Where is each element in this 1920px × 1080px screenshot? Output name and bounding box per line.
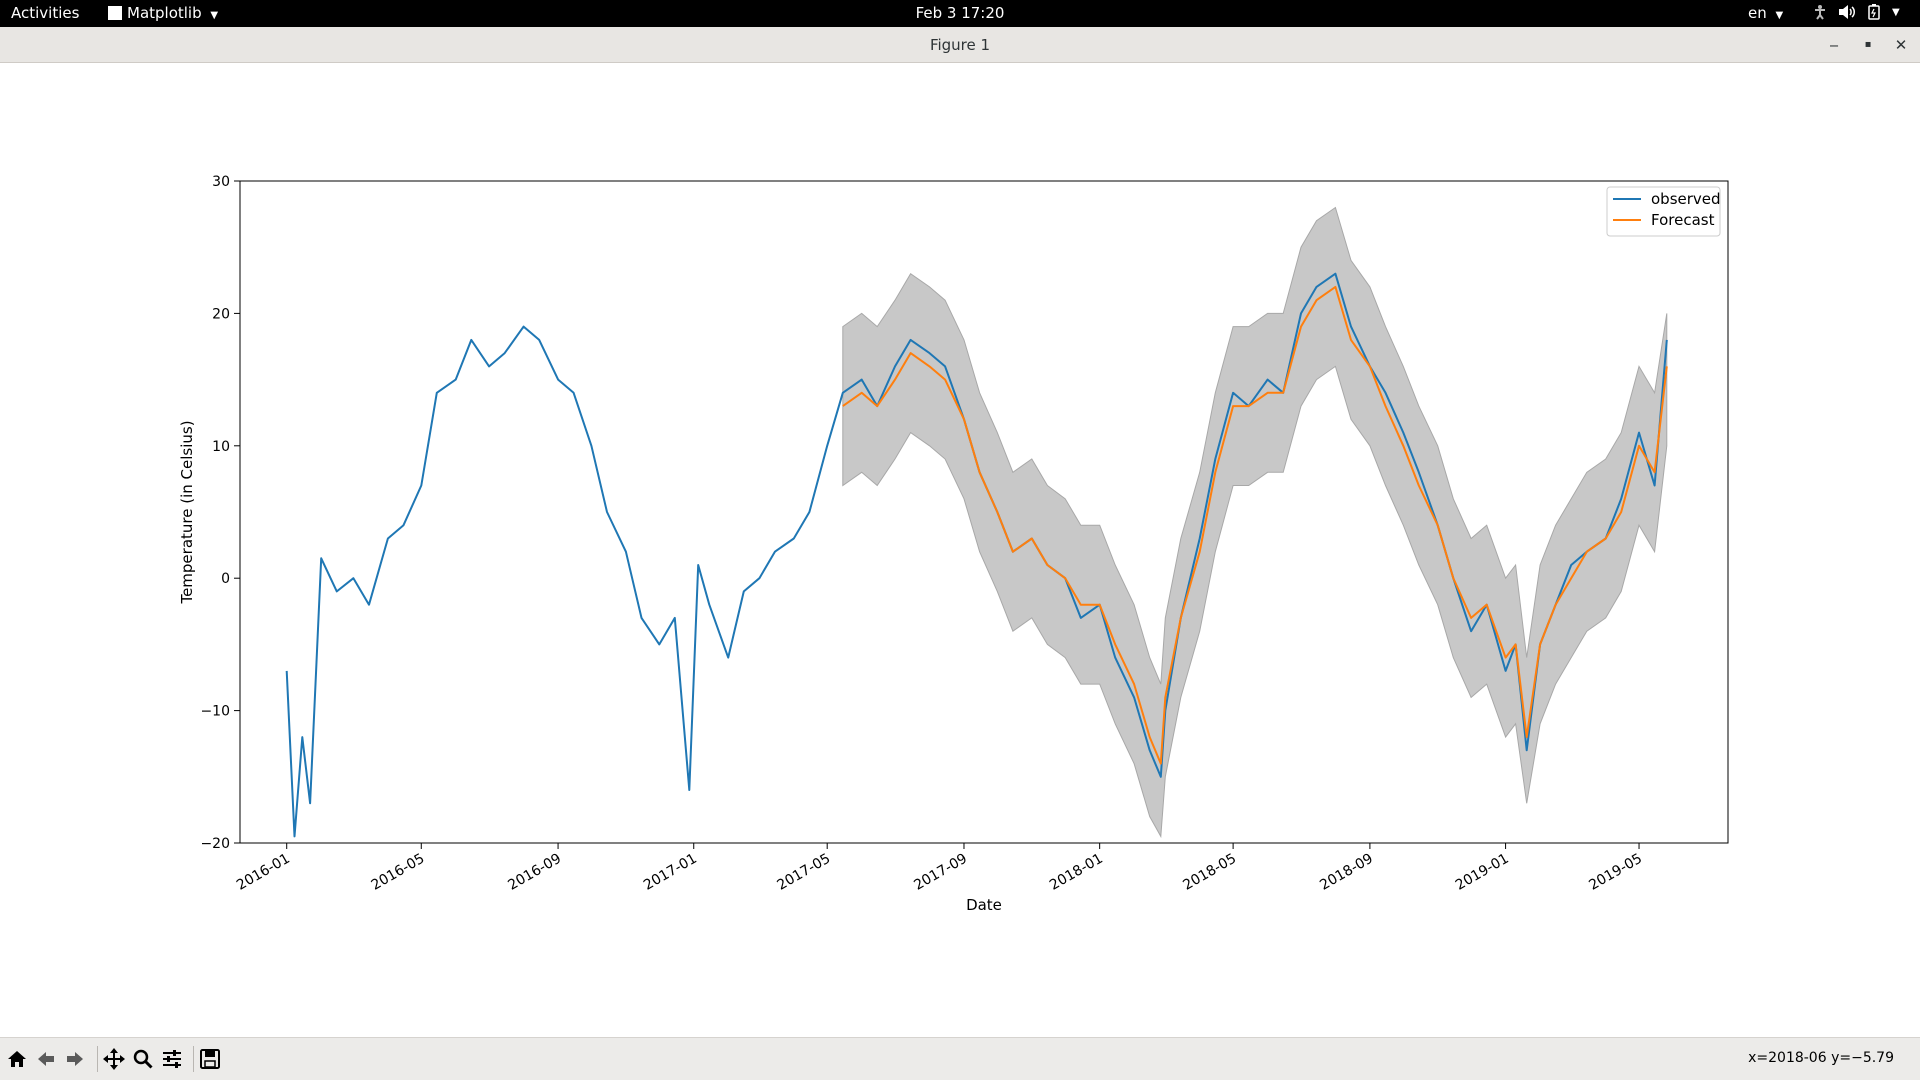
toolbar-separator <box>97 1046 98 1072</box>
cursor-coordinates: x=2018-06 y=−5.79 <box>1748 1050 1894 1066</box>
x-tick-label: 2018-01 <box>1047 851 1106 894</box>
legend-label-observed: observed <box>1651 190 1721 208</box>
pan-button[interactable] <box>100 1045 128 1073</box>
matplotlib-app-icon <box>108 6 122 20</box>
system-menu-chevron-icon[interactable]: ▼ <box>1892 7 1900 18</box>
clock: Feb 3 17:20 <box>915 4 1005 22</box>
home-button[interactable] <box>3 1045 31 1073</box>
chevron-down-icon: ▼ <box>210 10 219 21</box>
pan-icon <box>103 1048 125 1070</box>
forward-arrow-icon <box>67 1052 83 1066</box>
forward-button[interactable] <box>61 1045 89 1073</box>
x-tick-label: 2016-01 <box>234 851 293 894</box>
chevron-down-icon: ▼ <box>1775 10 1784 21</box>
language-label: en <box>1748 4 1767 22</box>
y-tick-label: −20 <box>200 836 230 852</box>
axes-frame <box>239 180 1729 844</box>
maximize-button[interactable]: ▪ <box>1864 39 1872 50</box>
configure-subplots-icon <box>163 1050 181 1068</box>
close-button[interactable]: ✕ <box>1894 36 1908 54</box>
activities-button[interactable]: Activities <box>11 4 80 22</box>
y-tick-label: 10 <box>212 439 230 455</box>
window-title: Figure 1 <box>929 36 991 54</box>
save-icon <box>200 1049 220 1069</box>
app-menu-label: Matplotlib <box>127 4 202 22</box>
x-tick-label: 2017-05 <box>775 851 834 894</box>
configure-subplots-button[interactable] <box>158 1045 186 1073</box>
forecast-confidence-band <box>842 206 1668 839</box>
battery-icon[interactable] <box>1868 4 1880 24</box>
toolbar-separator <box>193 1046 194 1072</box>
volume-icon[interactable] <box>1838 4 1856 24</box>
navigation-toolbar: x=2018-06 y=−5.79 <box>0 1037 1920 1080</box>
x-tick-label: 2019-01 <box>1453 851 1512 894</box>
x-tick-label: 2016-09 <box>505 851 564 894</box>
legend: observed Forecast <box>1606 186 1721 237</box>
zoom-button[interactable] <box>129 1045 157 1073</box>
series-line-forecast <box>842 285 1668 765</box>
x-tick-label: 2017-09 <box>911 851 970 894</box>
chart: −20 −10 0 10 20 30 2016-01 2016-05 2016-09 2017-… <box>178 174 1729 914</box>
back-button[interactable] <box>32 1045 60 1073</box>
language-menu[interactable]: en ▼ <box>1748 4 1783 22</box>
y-tick-label: −10 <box>200 704 230 720</box>
legend-label-forecast: Forecast <box>1651 211 1715 229</box>
figure-canvas[interactable]: −20 −10 0 10 20 30 2016-01 2016-05 2016-09 2017-… <box>0 63 1920 1037</box>
x-tick-label: 2019-05 <box>1586 851 1645 894</box>
x-axis-label: Date <box>966 896 1002 914</box>
x-tick-label: 2018-05 <box>1180 851 1239 894</box>
app-menu[interactable]: Matplotlib ▼ <box>108 4 218 22</box>
save-button[interactable] <box>196 1045 224 1073</box>
top-bar: Activities Matplotlib ▼ Feb 3 17:20 en ▼… <box>0 0 1920 27</box>
x-tick-label: 2016-05 <box>369 851 428 894</box>
x-tick-label: 2017-01 <box>641 851 700 894</box>
y-tick-label: 30 <box>212 174 230 190</box>
zoom-icon <box>133 1049 153 1069</box>
minimize-button[interactable]: ‒ <box>1829 36 1839 54</box>
accessibility-icon[interactable] <box>1812 4 1828 24</box>
y-tick-label: 0 <box>221 571 230 587</box>
window-titlebar: Figure 1 ‒ ▪ ✕ <box>0 27 1920 63</box>
y-axis-label: Temperature (in Celsius) <box>178 420 196 604</box>
y-tick-label: 20 <box>212 306 230 322</box>
back-arrow-icon <box>38 1052 54 1066</box>
x-tick-label: 2018-09 <box>1317 851 1376 894</box>
home-icon <box>8 1051 26 1067</box>
